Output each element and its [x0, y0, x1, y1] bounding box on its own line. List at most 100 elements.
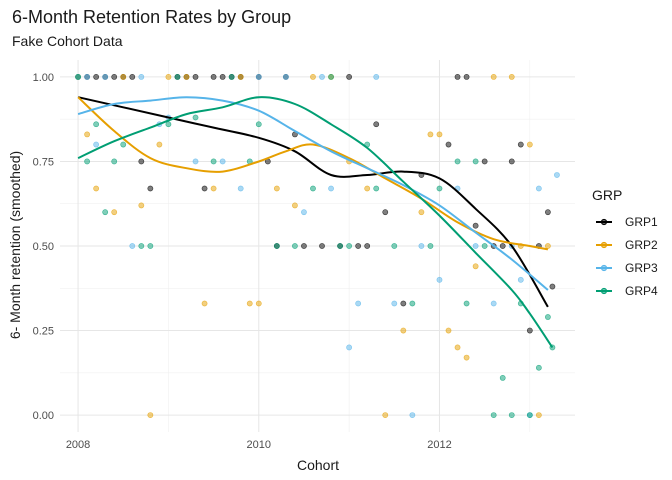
x-axis-title: Cohort [297, 457, 339, 473]
data-point-grp1 [549, 283, 556, 290]
data-point-grp1 [517, 141, 524, 148]
data-point-grp1 [319, 243, 325, 249]
data-point-grp4 [75, 74, 81, 80]
data-point-grp3 [436, 276, 443, 283]
data-point-grp1 [508, 158, 515, 165]
data-point-grp2 [165, 74, 172, 80]
x-tick-label: 2010 [247, 439, 271, 451]
data-point-grp4 [373, 185, 380, 192]
data-point-grp4 [499, 374, 506, 381]
data-point-grp1 [463, 74, 470, 80]
data-point-grp2 [310, 74, 316, 80]
data-point-grp1 [364, 243, 371, 249]
data-point-grp3 [255, 74, 262, 80]
data-point-grp3 [355, 300, 362, 307]
data-point-grp2 [463, 354, 470, 361]
data-point-grp4 [436, 185, 443, 192]
data-point-grp2 [93, 185, 100, 192]
data-point-grp4 [337, 243, 343, 249]
data-point-grp1 [499, 243, 506, 249]
data-point-grp3 [373, 74, 380, 80]
data-point-grp3 [282, 74, 289, 80]
data-point-grp3 [237, 185, 244, 192]
data-point-grp2 [147, 412, 154, 418]
smooth-lines [77, 96, 554, 349]
data-point-grp2 [183, 74, 190, 80]
data-point-grp3 [93, 141, 100, 148]
data-point-grp4 [93, 121, 100, 128]
legend: GRP GRP1 GRP2 GRP3 GRP4 [592, 187, 658, 298]
data-point-grp4 [228, 74, 235, 80]
data-point-grp2 [472, 263, 479, 270]
legend-key-point [600, 287, 608, 295]
data-point-grp4 [138, 243, 145, 249]
data-point-grp4 [472, 158, 479, 165]
data-point-grp2 [120, 74, 127, 80]
data-point-grp3 [418, 243, 425, 249]
data-point-grp4 [526, 412, 533, 418]
data-point-grp4 [328, 74, 334, 80]
data-point-grp2 [255, 300, 262, 307]
legend-label-grp4: GRP4 [625, 284, 658, 298]
smooth-line-grp4 [77, 96, 554, 349]
data-point-grp4 [174, 74, 181, 80]
data-point-grp4 [165, 121, 172, 128]
legend-key-point [600, 241, 608, 249]
legend-key-point [600, 264, 608, 272]
data-point-grp1 [481, 158, 488, 165]
data-point-grp2 [508, 74, 515, 80]
data-point-grp3 [346, 344, 353, 351]
data-point-grp2 [210, 185, 217, 192]
data-point-grp4 [481, 243, 488, 249]
data-point-grp4 [210, 158, 217, 165]
data-point-grp1 [454, 74, 461, 80]
data-point-grp1 [219, 74, 226, 80]
data-point-grp2 [382, 412, 389, 418]
data-point-grp1 [93, 74, 100, 80]
data-point-grp1 [355, 243, 362, 249]
data-point-grp3 [219, 158, 226, 165]
data-point-grp2 [246, 300, 253, 307]
data-point-grp2 [526, 141, 533, 148]
data-point-grp2 [490, 74, 497, 80]
data-point-grp1 [138, 158, 145, 165]
x-tick-label: 2012 [427, 439, 451, 451]
x-tick-label: 2008 [66, 439, 90, 451]
data-point-grp2 [436, 131, 443, 138]
data-point-grp3 [472, 243, 479, 249]
data-point-grp4 [255, 121, 262, 128]
data-point-grp2 [201, 300, 208, 307]
data-point-grp2 [445, 327, 452, 334]
data-point-grp2 [138, 202, 145, 209]
data-point-grp3 [192, 158, 199, 165]
data-point-grp4 [111, 158, 118, 165]
data-point-grp3 [409, 412, 416, 418]
data-point-grp3 [328, 185, 334, 192]
data-point-grp3 [517, 276, 524, 283]
data-point-grp1 [373, 121, 380, 128]
data-point-grp4 [273, 243, 280, 249]
data-point-grp1 [192, 74, 199, 80]
data-point-grp1 [147, 185, 154, 192]
legend-label-grp3: GRP3 [625, 261, 658, 275]
data-point-grp4 [544, 314, 551, 320]
data-point-grp4 [535, 364, 542, 371]
y-tick-label: 0.50 [33, 241, 54, 253]
smooth-line-grp3 [77, 96, 549, 291]
data-point-grp4 [192, 114, 199, 121]
data-point-grp4 [84, 158, 91, 165]
smooth-line-grp2 [77, 96, 549, 251]
y-tick-label: 0.00 [33, 410, 54, 422]
data-point-grp3 [301, 209, 307, 216]
chart-title: 6-Month Retention Rates by Group [12, 7, 291, 27]
data-point-grp1 [472, 222, 479, 229]
data-point-grp1 [382, 209, 389, 216]
smooth-line-grp1 [77, 96, 549, 308]
legend-label-grp1: GRP1 [625, 215, 658, 229]
data-point-grp4 [427, 243, 434, 249]
data-point-grp2 [454, 344, 461, 351]
data-point-grp1 [526, 327, 533, 334]
data-point-grp4 [490, 412, 497, 418]
data-point-grp2 [364, 185, 371, 192]
data-point-grp2 [427, 131, 434, 138]
